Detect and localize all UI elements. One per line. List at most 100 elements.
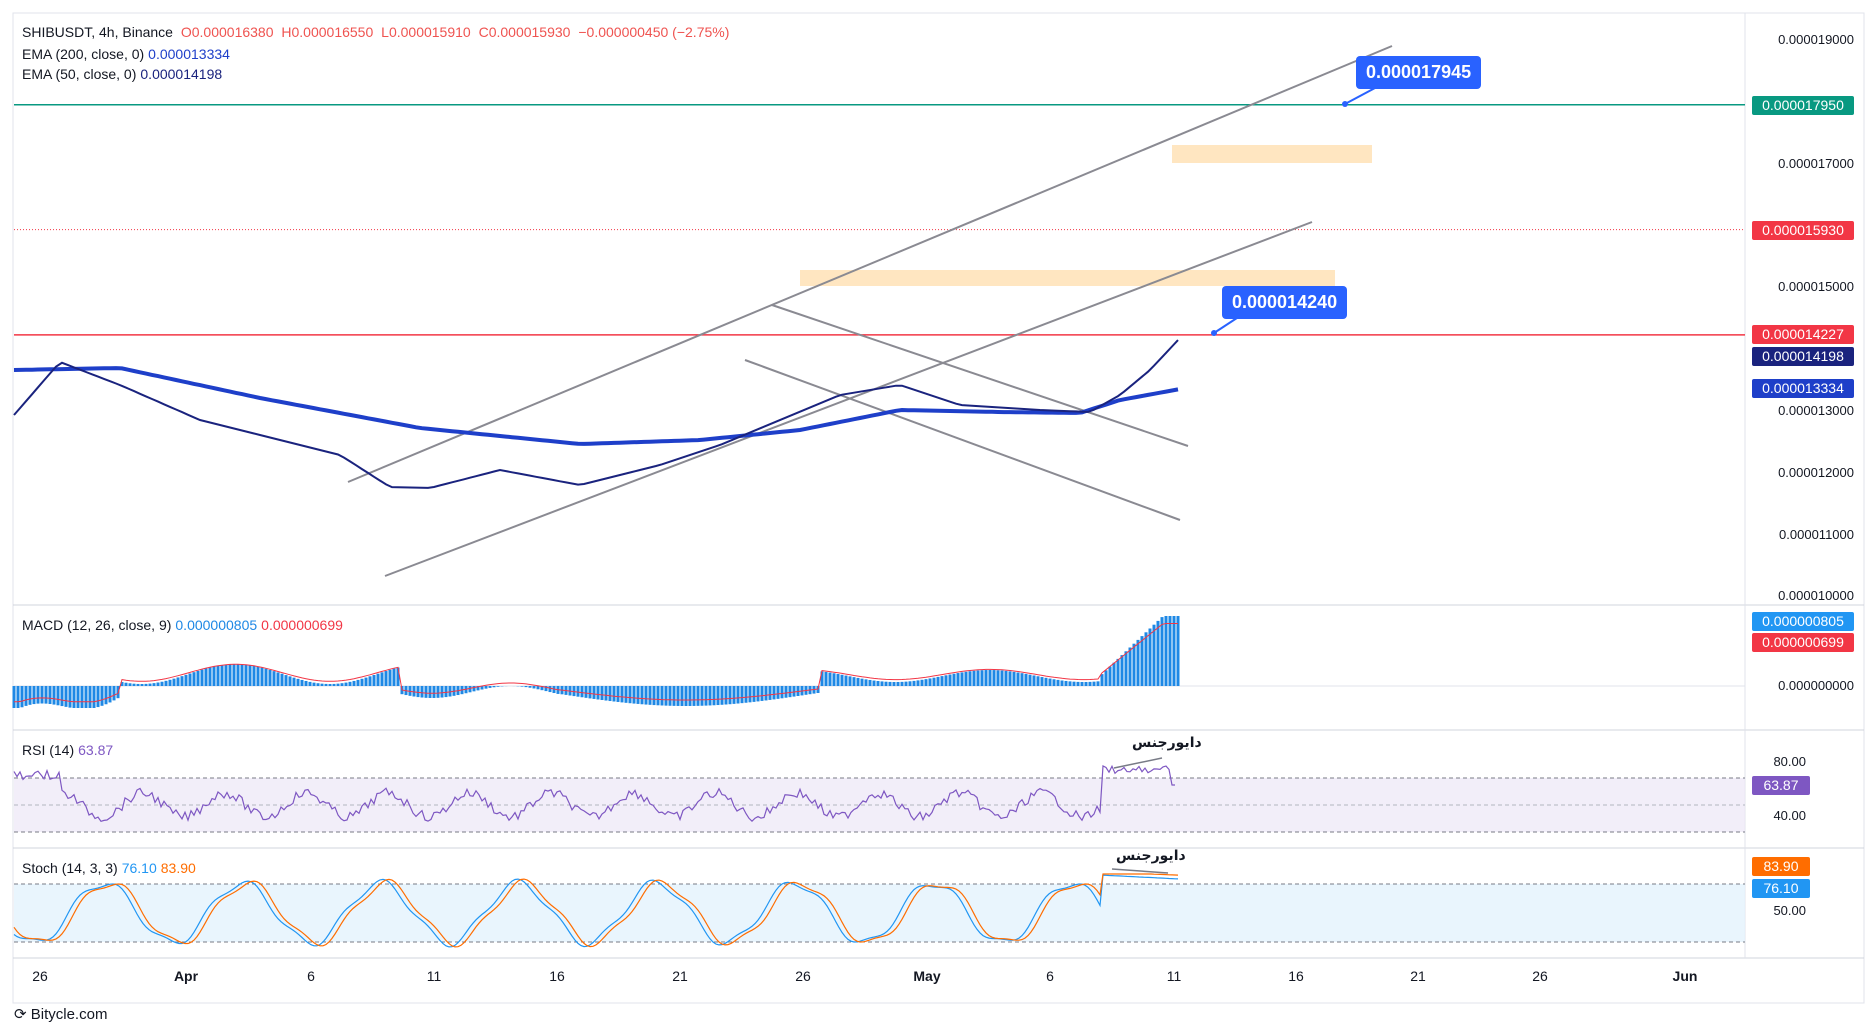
macd-histogram-bar bbox=[580, 686, 584, 698]
macd-histogram-bar bbox=[212, 666, 216, 686]
macd-histogram-bar bbox=[312, 682, 316, 686]
macd-signal-line bbox=[14, 623, 1178, 703]
macd-histogram-bar bbox=[1140, 636, 1144, 686]
rsi-divergence-line bbox=[1113, 757, 1163, 769]
macd-histogram-bar bbox=[1116, 658, 1120, 686]
macd-histogram-bar bbox=[1024, 673, 1028, 686]
macd-histogram-bar bbox=[944, 675, 948, 686]
macd-histogram-bar bbox=[136, 683, 140, 686]
macd-histogram-bar bbox=[740, 686, 744, 704]
macd-histogram-bar bbox=[1096, 681, 1100, 686]
macd-histogram-bar bbox=[320, 683, 324, 686]
macd-histogram-bar bbox=[260, 667, 264, 686]
macd-histogram-bar bbox=[520, 686, 524, 687]
rsi-80-label: 80.00 bbox=[1773, 754, 1806, 769]
macd-histogram-bar bbox=[820, 671, 824, 686]
macd-histogram-bar bbox=[1000, 670, 1004, 686]
macd-histogram-bar bbox=[764, 686, 768, 701]
macd-histogram-bar bbox=[380, 672, 384, 686]
macd-histogram-bar bbox=[80, 686, 84, 708]
macd-histogram-bar bbox=[684, 686, 688, 706]
macd-histogram-bar bbox=[1128, 647, 1132, 686]
macd-histogram-bar bbox=[792, 686, 796, 697]
macd-histogram-bar bbox=[372, 674, 376, 686]
macd-histogram-bar bbox=[132, 683, 136, 686]
macd-histogram-bar bbox=[192, 672, 196, 686]
macd-histogram-bar bbox=[856, 677, 860, 686]
macd-histogram-bar bbox=[1048, 678, 1052, 686]
macd-histogram-bar bbox=[1172, 616, 1176, 686]
stoch-d-line bbox=[13, 873, 1179, 948]
macd-histogram-bar bbox=[32, 686, 36, 705]
macd-histogram-bar bbox=[752, 686, 756, 702]
macd-histogram-bar bbox=[832, 673, 836, 686]
supply-zone-lower bbox=[800, 270, 1335, 286]
x-axis-label: 11 bbox=[1166, 968, 1182, 984]
macd-histogram-bar bbox=[544, 686, 548, 692]
macd-histogram-bar bbox=[608, 686, 612, 702]
macd-histogram-bar bbox=[1164, 616, 1168, 686]
macd-histogram-bar bbox=[292, 677, 296, 686]
macd-histogram-bar bbox=[308, 681, 312, 686]
macd-histogram-bar bbox=[696, 686, 700, 706]
macd-histogram-bar bbox=[72, 686, 76, 708]
macd-histogram-bar bbox=[392, 668, 396, 686]
macd-histogram-bar bbox=[108, 686, 112, 703]
macd-histogram-bar bbox=[988, 670, 992, 686]
macd-histogram-bar bbox=[48, 686, 52, 705]
macd-histogram-bar bbox=[288, 676, 292, 686]
macd-histogram-bar bbox=[572, 686, 576, 697]
macd-tag-1: 0.000000805 bbox=[1752, 612, 1854, 631]
macd-histogram-bar bbox=[780, 686, 784, 699]
macd-histogram-bar bbox=[620, 686, 624, 703]
macd-histogram-bar bbox=[952, 673, 956, 686]
macd-histogram-bar bbox=[300, 679, 304, 686]
macd-histogram-bar bbox=[324, 683, 328, 686]
macd-histogram-bar bbox=[436, 686, 440, 698]
macd-histogram-bar bbox=[44, 686, 48, 704]
price-label-10: 0.000010000 bbox=[1778, 588, 1854, 603]
macd-histogram-bar bbox=[328, 683, 332, 686]
macd-histogram-bar bbox=[484, 686, 488, 689]
macd-histogram-bar bbox=[64, 686, 68, 707]
stoch-k-tag: 76.10 bbox=[1752, 879, 1810, 898]
macd-histogram-bar bbox=[268, 669, 272, 686]
rsi-tag: 63.87 bbox=[1752, 776, 1810, 795]
macd-histogram-bar bbox=[604, 686, 608, 701]
macd-histogram-bar bbox=[636, 686, 640, 704]
macd-histogram-bar bbox=[152, 683, 156, 686]
macd-histogram-bar bbox=[1132, 643, 1136, 686]
down-channel-upper-line bbox=[771, 304, 1189, 447]
callout-top-pointer bbox=[1344, 87, 1376, 105]
callout-mid-price[interactable]: 0.000014240 bbox=[1222, 286, 1348, 319]
macd-histogram-bar bbox=[224, 664, 228, 686]
macd-histogram-bar bbox=[1072, 681, 1076, 686]
macd-histogram-bar bbox=[68, 686, 72, 708]
macd-histogram-bar bbox=[928, 678, 932, 686]
macd-histogram-bar bbox=[708, 686, 712, 706]
macd-histogram-bar bbox=[244, 664, 248, 686]
macd-histogram-bar bbox=[768, 686, 772, 700]
rsi-legend: RSI (14) 63.87 bbox=[22, 742, 114, 758]
macd-histogram-bar bbox=[836, 673, 840, 686]
macd-histogram-bar bbox=[368, 676, 372, 686]
symbol-legend: SHIBUSDT, 4h, Binance O0.000016380 H0.00… bbox=[22, 24, 730, 40]
callout-top-price[interactable]: 0.000017945 bbox=[1356, 56, 1482, 89]
macd-histogram-bar bbox=[960, 672, 964, 686]
macd-histogram-bar bbox=[672, 686, 676, 706]
macd-histogram-bar bbox=[724, 686, 728, 705]
price-label-19: 0.000019000 bbox=[1778, 32, 1854, 47]
macd-histogram-bar bbox=[1124, 651, 1128, 686]
macd-histogram-bar bbox=[228, 664, 232, 686]
macd-histogram-bar bbox=[656, 686, 660, 706]
macd-histogram-bar bbox=[416, 686, 420, 698]
price-label-15: 0.000015000 bbox=[1778, 279, 1854, 294]
chart-frame bbox=[12, 12, 1865, 1004]
macd-histogram-bar bbox=[692, 686, 696, 706]
macd-histogram-bar bbox=[892, 681, 896, 686]
price-label-12: 0.000012000 bbox=[1778, 465, 1854, 480]
macd-histogram-bar bbox=[296, 678, 300, 686]
macd-histogram-bar bbox=[888, 681, 892, 686]
macd-histogram-bar bbox=[612, 686, 616, 702]
